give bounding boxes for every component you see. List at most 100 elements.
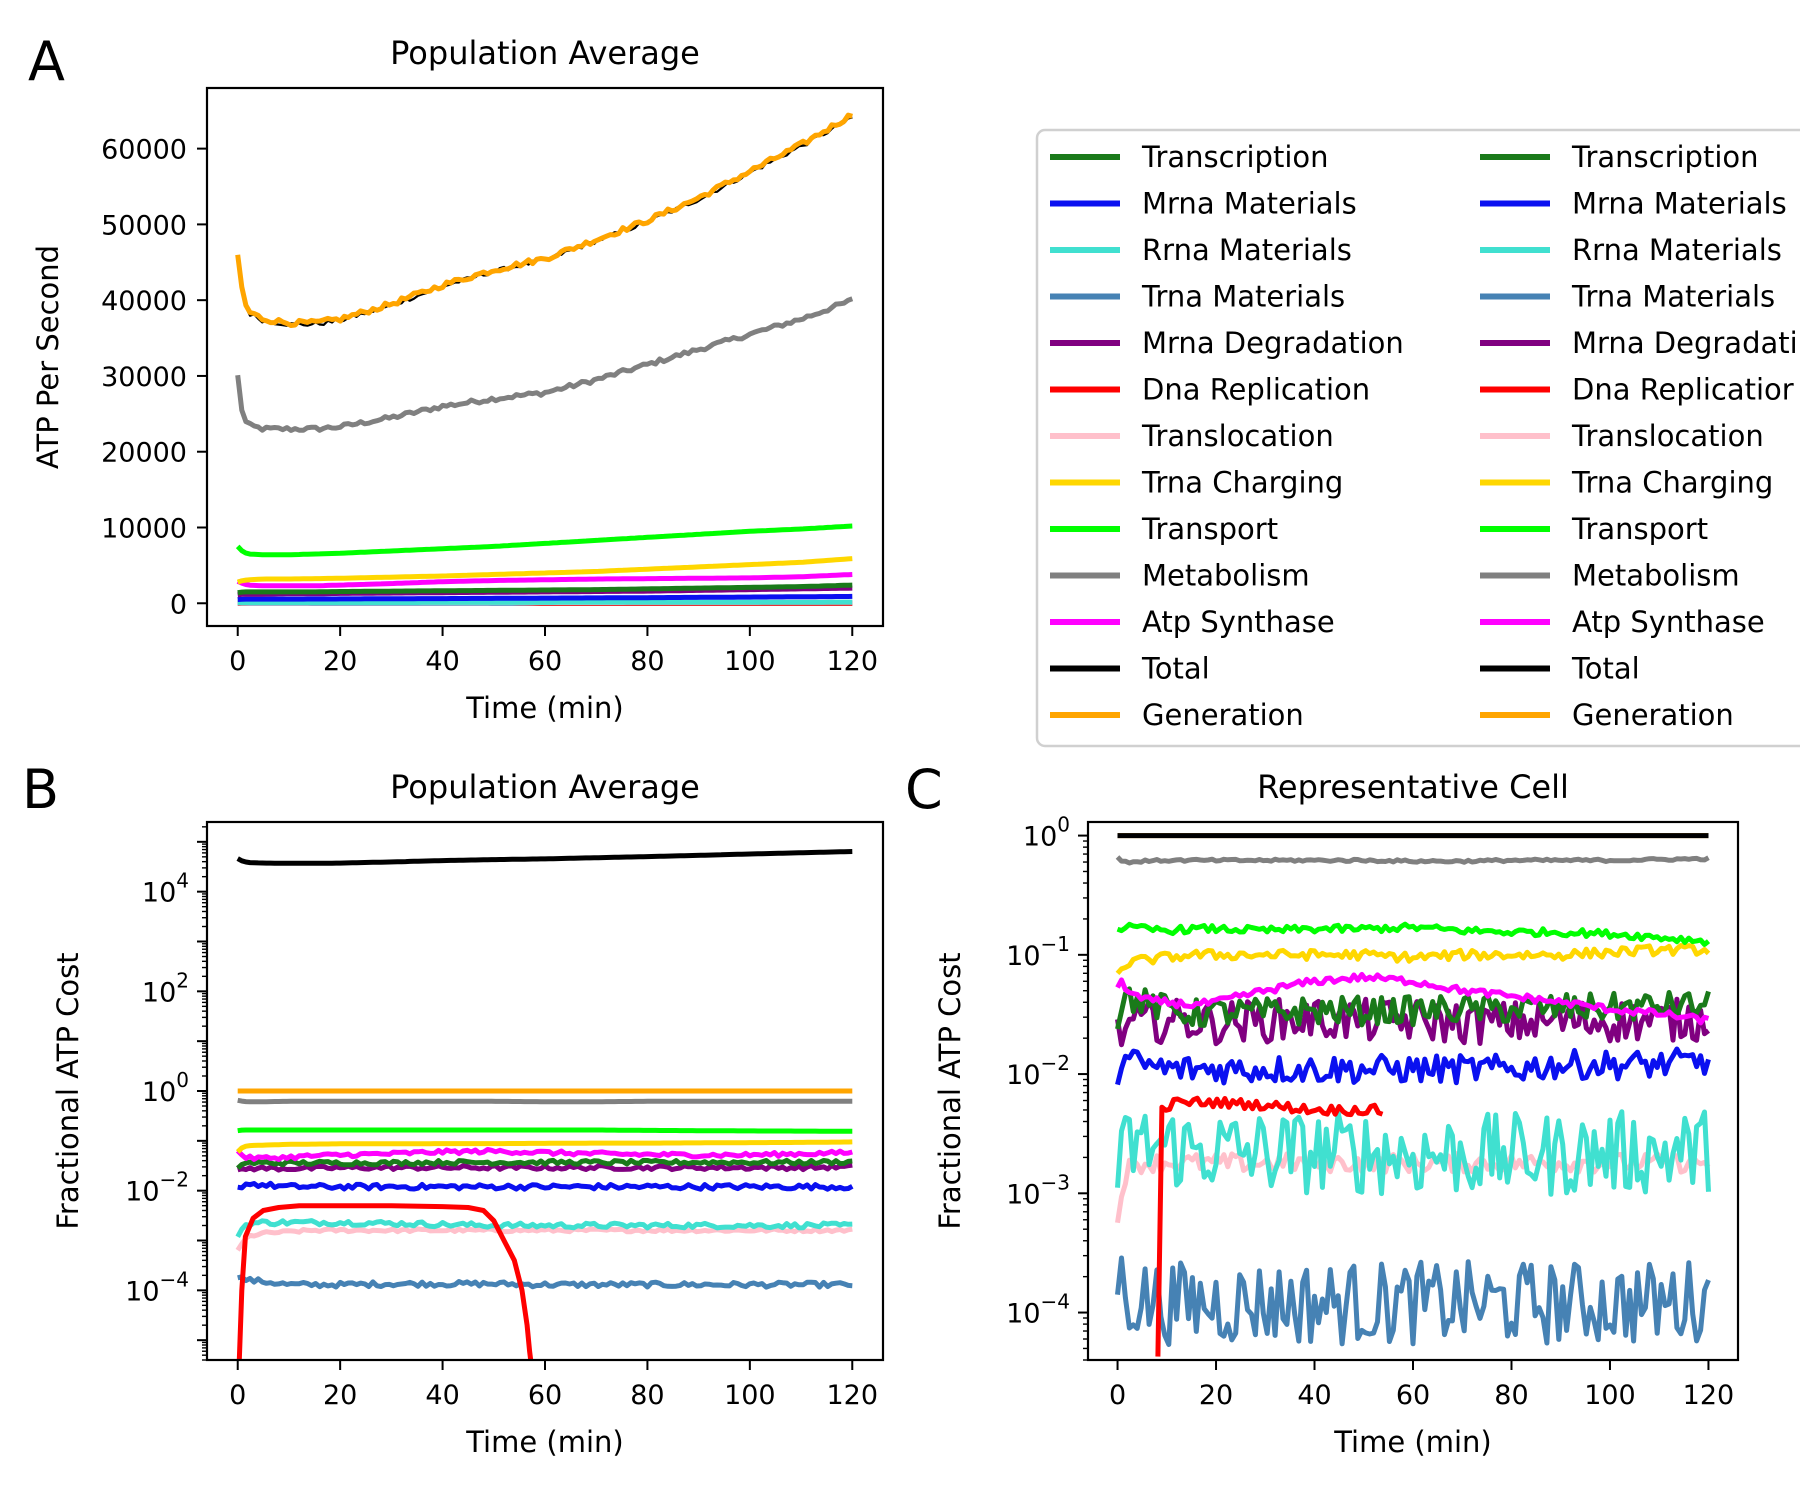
legend-label: Generation [1572, 698, 1734, 732]
legend-label: Metabolism [1572, 559, 1740, 593]
panel-c-line-metabolism [1118, 857, 1709, 863]
panel-b-x-tick-label: 20 [323, 1380, 357, 1411]
panel-c-chart: 0 20 40 60 80 100 120 10−4 10−3 10−2 10−1 100 Repres… [933, 768, 1738, 1459]
legend-label: Translocation [1141, 419, 1334, 453]
legend-label: Total [1141, 652, 1210, 686]
legend-label: Translocation [1571, 419, 1764, 453]
panel-c-y-tick-label: 10−1 [1006, 932, 1070, 972]
panel-b-line-atp-synthase [238, 1150, 853, 1160]
legend-label: Mrna Materials [1572, 187, 1787, 221]
panel-a-x-tick-label: 40 [425, 646, 459, 677]
legend-label: Rrna Materials [1572, 233, 1782, 267]
panel-a-line-transport [238, 526, 853, 555]
panel-b-x-tick-label: 40 [425, 1380, 459, 1411]
legend-label: Trna Charging [1571, 466, 1773, 500]
legend-label: Generation [1142, 698, 1304, 732]
legend-label: Metabolism [1142, 559, 1310, 593]
panel-b-y-tick-label: 100 [142, 1068, 189, 1108]
panel-b-y-tick-label: 104 [142, 869, 189, 909]
panel-a-plot-area [238, 115, 853, 603]
panel-b-x-tick-label: 0 [229, 1380, 246, 1411]
panel-c-x-tick-label: 20 [1199, 1380, 1233, 1411]
panel-c-x-tick-label: 120 [1683, 1380, 1735, 1411]
legend-label: Trna Materials [1141, 280, 1345, 314]
legend-label: Dna Replicatior [1572, 373, 1794, 407]
panel-c-x-tick-label: 0 [1109, 1380, 1126, 1411]
panel-b-x-tick-label: 80 [630, 1380, 664, 1411]
panel-b-line-transport [238, 1130, 853, 1131]
panel-c-y-axis-label: Fractional ATP Cost [933, 952, 967, 1229]
panel-c-x-axis-label: Time (min) [1333, 1425, 1492, 1459]
panel-a-y-tick-label: 10000 [101, 513, 187, 544]
panel-c-line-mrna-materials [1118, 1049, 1709, 1085]
panel-c-y-tick-label: 10−3 [1006, 1170, 1070, 1210]
panel-letter-b: B [22, 758, 59, 821]
panel-a-line-total [238, 118, 853, 326]
panel-a-y-axis-label: ATP Per Second [31, 245, 65, 469]
panel-c-x-tick-label: 60 [1396, 1380, 1430, 1411]
panel-b-line-metabolism [238, 1100, 853, 1101]
panel-b-x-tick-label: 60 [528, 1380, 562, 1411]
panel-a-x-axis-label: Time (min) [465, 691, 624, 725]
panel-b-plot-area [238, 852, 853, 1361]
panel-b-line-total [238, 852, 853, 864]
panel-a-x-tick-label: 120 [826, 646, 878, 677]
panel-b-line-mrna-materials [238, 1183, 853, 1189]
legend-label: Atp Synthase [1142, 605, 1335, 639]
panel-b-title: Population Average [390, 768, 700, 806]
panel-a-chart: 0 20 40 60 80 100 120 0 10000 20000 30000 40000 5000… [31, 34, 883, 725]
panel-c-x-tick-label: 40 [1297, 1380, 1331, 1411]
panel-a-y-tick-label: 30000 [101, 362, 187, 393]
panel-c-y-tick-label: 10−4 [1006, 1290, 1070, 1330]
panel-c-x-tick-label: 80 [1494, 1380, 1528, 1411]
legend-label: Transcription [1141, 140, 1329, 174]
panel-c-y-tick-label: 10−2 [1006, 1051, 1070, 1091]
legend-label: Total [1571, 652, 1640, 686]
panel-a-x-tick-label: 0 [229, 646, 246, 677]
panel-c-line-trna-charging [1118, 946, 1709, 974]
panel-a-line-mrna-materials [238, 596, 853, 599]
legend-label: Trna Materials [1571, 280, 1775, 314]
panel-b-line-translocation [238, 1229, 853, 1250]
panel-b-line-trna-materials [238, 1277, 853, 1287]
panel-c-line-transport [1118, 924, 1709, 944]
legend-label: Mrna Degradation [1142, 326, 1404, 360]
panel-a-y-tick-label: 50000 [101, 210, 187, 241]
panel-letter-a: A [28, 30, 65, 93]
panel-a-y-tick-label: 0 [170, 589, 187, 620]
panel-c-plot-area [1118, 836, 1709, 1357]
panel-b-y-tick-label: 102 [142, 968, 189, 1008]
legend-label: Atp Synthase [1572, 605, 1765, 639]
legend-label: Mrna Degradati [1572, 326, 1798, 360]
legend-label: Trna Charging [1141, 466, 1343, 500]
panel-letter-c: C [905, 758, 943, 821]
panel-a-x-tick-label: 20 [323, 646, 357, 677]
legend-label: Transcription [1571, 140, 1759, 174]
panel-c-y-tick-label: 100 [1023, 813, 1070, 853]
panel-a-x-tick-label: 80 [630, 646, 664, 677]
panel-c-line-trna-materials [1118, 1258, 1709, 1345]
panel-a-y-tick-label: 20000 [101, 438, 187, 469]
panel-a-x-tick-label: 60 [528, 646, 562, 677]
panel-a-y-tick-label: 60000 [101, 135, 187, 166]
panel-c-title: Representative Cell [1257, 768, 1569, 806]
panel-b-x-tick-label: 100 [724, 1380, 776, 1411]
legend-label: Rrna Materials [1142, 233, 1352, 267]
panel-b-x-tick-label: 120 [826, 1380, 878, 1411]
legend: Transcription Mrna Materials Rrna Material… [1037, 130, 1800, 746]
panel-a-title: Population Average [390, 34, 700, 72]
legend-label: Dna Replication [1142, 373, 1370, 407]
panel-b-chart: 0 20 40 60 80 100 120 10−4 10−2 100 102 104 Populati… [51, 768, 883, 1459]
panel-b-y-tick-label: 10−4 [125, 1267, 189, 1307]
panel-b-x-axis-label: Time (min) [465, 1425, 624, 1459]
panel-a-y-tick-label: 40000 [101, 286, 187, 317]
panel-c-x-tick-label: 100 [1584, 1380, 1636, 1411]
panel-a-line-generation [238, 115, 853, 325]
panel-a-line-rrna-materials [238, 602, 853, 603]
legend-label: Transport [1141, 512, 1278, 546]
panel-a-x-tick-label: 100 [724, 646, 776, 677]
legend-label: Mrna Materials [1142, 187, 1357, 221]
panel-b-y-tick-label: 10−2 [125, 1168, 189, 1208]
